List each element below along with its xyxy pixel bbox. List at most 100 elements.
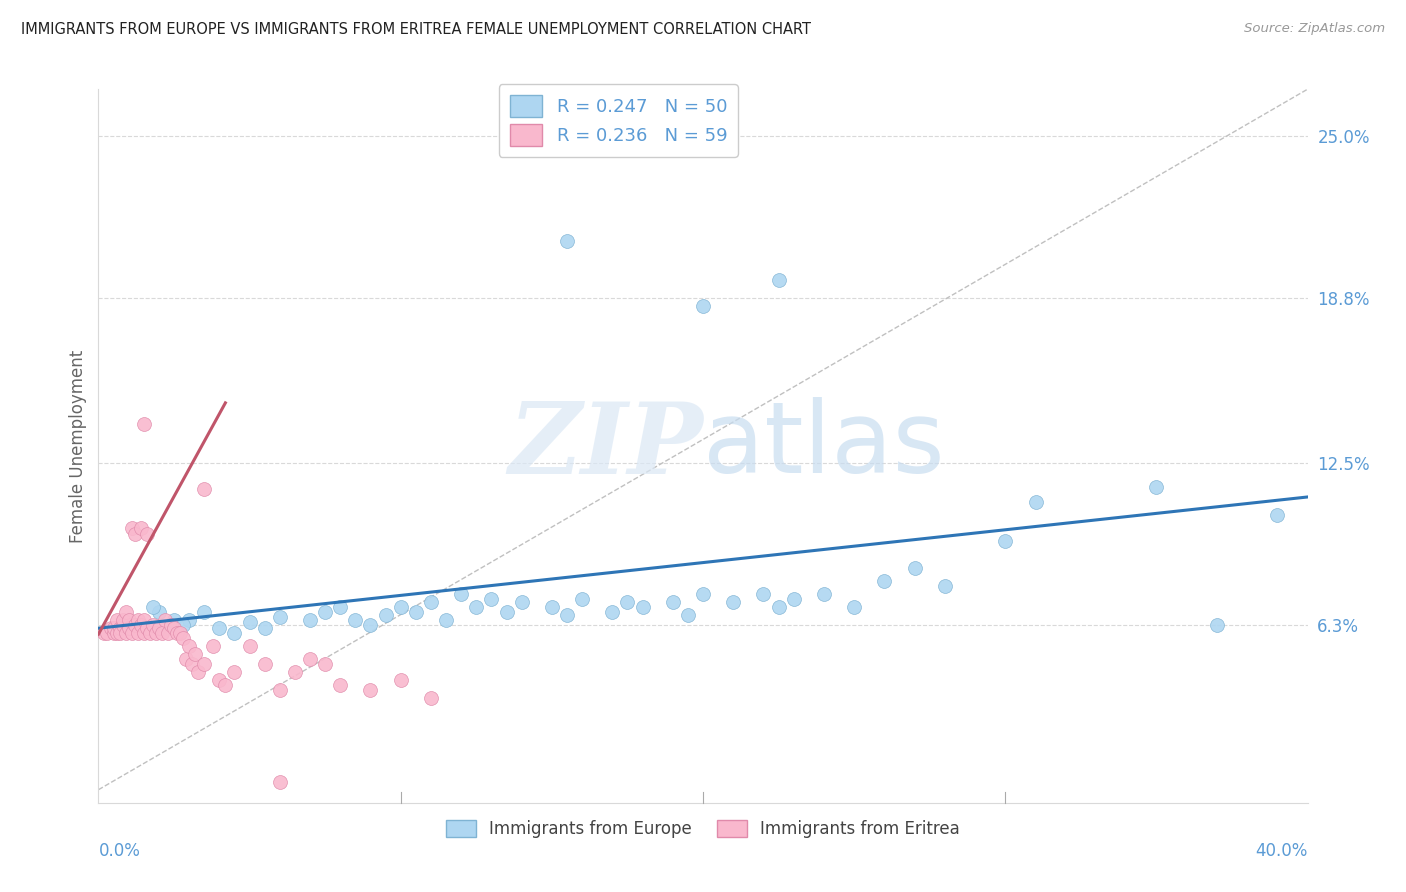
Point xyxy=(163,613,186,627)
Point xyxy=(148,605,170,619)
Point xyxy=(118,613,141,627)
Point xyxy=(93,626,115,640)
Point xyxy=(555,607,578,622)
Point xyxy=(111,618,134,632)
Point xyxy=(299,652,322,666)
Point xyxy=(329,599,352,614)
Point xyxy=(150,626,173,640)
Point xyxy=(193,605,215,619)
Point xyxy=(135,526,157,541)
Point xyxy=(202,639,225,653)
Point xyxy=(253,621,276,635)
Point xyxy=(873,574,896,588)
Point xyxy=(389,599,412,614)
Point xyxy=(121,521,143,535)
Point xyxy=(129,521,152,535)
Point xyxy=(1144,479,1167,493)
Point xyxy=(269,610,291,624)
Point xyxy=(752,587,775,601)
Text: 0.0%: 0.0% xyxy=(98,842,141,860)
Point xyxy=(661,594,683,608)
Point xyxy=(174,652,197,666)
Text: ZIP: ZIP xyxy=(508,398,703,494)
Point xyxy=(783,591,806,606)
Point xyxy=(108,621,131,635)
Point xyxy=(676,607,699,622)
Point xyxy=(179,639,201,653)
Point xyxy=(813,587,835,601)
Point xyxy=(420,691,443,706)
Point xyxy=(214,678,236,692)
Point xyxy=(692,299,714,313)
Point xyxy=(169,626,191,640)
Point xyxy=(193,657,215,672)
Point xyxy=(111,613,134,627)
Point xyxy=(208,673,231,687)
Point xyxy=(114,626,136,640)
Point xyxy=(105,626,128,640)
Point xyxy=(374,607,396,622)
Y-axis label: Female Unemployment: Female Unemployment xyxy=(69,350,87,542)
Point xyxy=(299,613,322,627)
Point xyxy=(124,526,146,541)
Point xyxy=(208,621,231,635)
Point xyxy=(329,678,352,692)
Point xyxy=(405,605,427,619)
Point xyxy=(160,618,183,632)
Text: IMMIGRANTS FROM EUROPE VS IMMIGRANTS FROM ERITREA FEMALE UNEMPLOYMENT CORRELATIO: IMMIGRANTS FROM EUROPE VS IMMIGRANTS FRO… xyxy=(21,22,811,37)
Point xyxy=(344,613,367,627)
Point xyxy=(768,273,790,287)
Point xyxy=(360,683,382,698)
Point xyxy=(145,626,167,640)
Point xyxy=(121,626,143,640)
Point xyxy=(179,613,201,627)
Point xyxy=(934,579,956,593)
Point xyxy=(181,657,204,672)
Point xyxy=(163,621,186,635)
Point xyxy=(135,621,157,635)
Point xyxy=(465,599,488,614)
Point xyxy=(1267,508,1289,523)
Point xyxy=(239,615,262,630)
Point xyxy=(142,599,165,614)
Point xyxy=(127,626,149,640)
Point xyxy=(166,626,188,640)
Point xyxy=(129,618,152,632)
Point xyxy=(495,605,517,619)
Point xyxy=(631,599,654,614)
Point xyxy=(103,621,125,635)
Point xyxy=(153,613,176,627)
Point xyxy=(481,591,503,606)
Point xyxy=(904,560,927,574)
Point xyxy=(434,613,457,627)
Point xyxy=(555,234,578,248)
Point xyxy=(269,775,291,789)
Text: Source: ZipAtlas.com: Source: ZipAtlas.com xyxy=(1244,22,1385,36)
Point xyxy=(193,482,215,496)
Point xyxy=(148,621,170,635)
Text: 40.0%: 40.0% xyxy=(1256,842,1308,860)
Point xyxy=(692,587,714,601)
Point xyxy=(420,594,443,608)
Point xyxy=(156,626,179,640)
Point xyxy=(124,618,146,632)
Point xyxy=(139,626,162,640)
Point xyxy=(132,417,155,431)
Point xyxy=(540,599,562,614)
Point xyxy=(187,665,209,679)
Point xyxy=(1206,618,1229,632)
Point xyxy=(118,621,141,635)
Point xyxy=(224,665,246,679)
Point xyxy=(723,594,745,608)
Point xyxy=(153,621,176,635)
Point xyxy=(360,618,382,632)
Point xyxy=(103,626,125,640)
Point xyxy=(844,599,866,614)
Point xyxy=(172,631,194,645)
Point xyxy=(108,626,131,640)
Point xyxy=(602,605,624,619)
Point xyxy=(114,605,136,619)
Point xyxy=(571,591,593,606)
Point xyxy=(100,621,122,635)
Point xyxy=(994,534,1017,549)
